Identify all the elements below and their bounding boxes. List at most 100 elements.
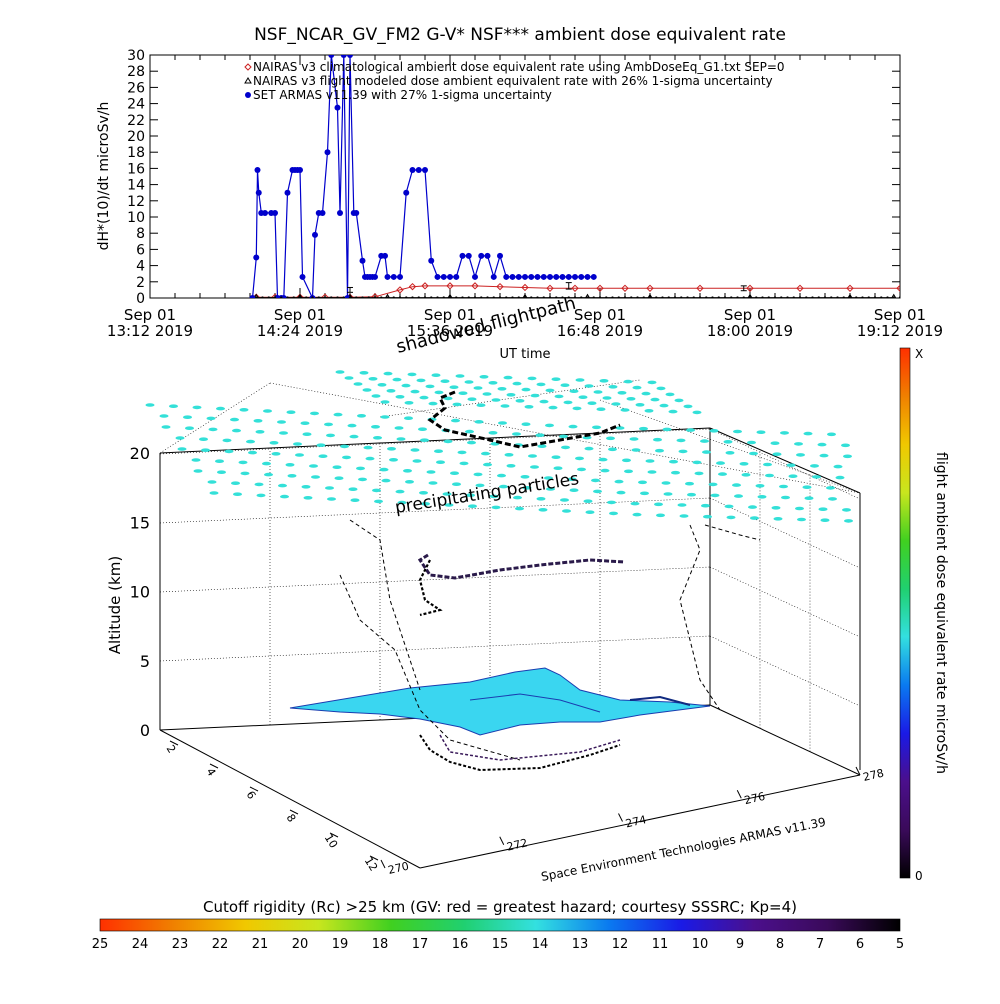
armas-point <box>340 55 347 58</box>
precip-dash <box>607 500 616 505</box>
precip-dash <box>578 395 588 400</box>
y-tick-label: 10 <box>127 210 145 226</box>
precip-dash <box>701 503 710 508</box>
precip-dash <box>407 372 417 377</box>
precip-dash <box>668 409 678 414</box>
flightpath-shadow-right <box>679 524 721 711</box>
precip-dash <box>332 465 342 470</box>
precip-dash <box>431 373 441 378</box>
latitude-tick <box>329 832 339 838</box>
precip-dash <box>617 391 627 395</box>
precip-dash <box>616 490 626 495</box>
nairas-clim-point <box>746 284 754 292</box>
flight-baseline-dot <box>317 296 320 298</box>
flight-baseline-dot <box>648 296 652 298</box>
precip-dash <box>300 421 310 426</box>
grid-roof-line <box>379 379 641 418</box>
armas-point <box>297 167 303 174</box>
precip-dash <box>380 400 390 404</box>
precip-dash <box>464 380 474 384</box>
precip-dash <box>208 427 218 432</box>
precip-dash <box>802 485 812 490</box>
precip-dash <box>230 417 239 422</box>
precip-dash <box>520 475 530 479</box>
precip-dash <box>278 483 287 488</box>
precip-dash <box>405 480 414 484</box>
precip-dash <box>303 496 313 500</box>
precip-dash <box>530 393 540 398</box>
precip-dash <box>694 471 704 476</box>
nairas-clim-point <box>421 282 429 290</box>
precip-dash <box>380 415 390 419</box>
precip-dash <box>593 390 603 394</box>
longitude-tick <box>736 790 742 799</box>
precip-dash <box>372 488 381 493</box>
precip-dash <box>491 505 501 510</box>
precip-dash <box>842 508 851 512</box>
nairas-clim-point <box>621 284 629 292</box>
grid-wall-line <box>709 566 861 638</box>
flight-baseline-dot <box>486 296 489 298</box>
precip-dash <box>817 442 827 447</box>
precip-dash <box>563 400 573 405</box>
precip-dash <box>521 387 531 392</box>
x-tick-label-time: 18:00 2019 <box>707 322 793 340</box>
precip-dash <box>263 409 272 413</box>
flight-baseline-dot <box>611 296 614 298</box>
dose-colorbar-top: X <box>915 347 923 361</box>
precip-dash <box>741 473 751 477</box>
precip-dash <box>780 431 789 435</box>
precip-dash <box>347 423 357 428</box>
x-tick-label-date: Sep 01 <box>574 306 626 324</box>
precip-dash <box>795 506 804 511</box>
precip-dash <box>674 398 684 403</box>
precip-dash <box>577 467 586 472</box>
precip-dash <box>467 440 476 445</box>
precip-dash <box>374 499 383 504</box>
flightpath-mid <box>417 553 626 580</box>
precip-dash <box>468 504 477 509</box>
precip-dash <box>732 483 741 487</box>
flight-baseline-dot <box>436 296 439 298</box>
latitude-tick <box>369 855 379 861</box>
precip-dash <box>506 464 516 468</box>
precip-dash <box>483 462 492 467</box>
precip-dash <box>215 459 224 464</box>
grid-wall-line <box>709 497 861 569</box>
flight-baseline-dot <box>617 296 620 298</box>
precip-dash <box>473 472 483 477</box>
precip-dash <box>551 377 561 382</box>
grid-wall-line <box>709 428 861 500</box>
legend-text: NAIRAS v3 climatological ambient dose eq… <box>253 60 785 74</box>
precip-dash <box>474 420 484 424</box>
precip-dash <box>159 414 169 418</box>
precip-dash <box>794 442 803 446</box>
flight-baseline-dot <box>892 296 895 298</box>
rigidity-tick-label: 19 <box>332 937 349 952</box>
legend-symbol-dot <box>245 92 251 98</box>
precip-dash <box>645 459 655 463</box>
nairas-clim-point <box>696 284 704 292</box>
flight-baseline-dot <box>255 296 258 298</box>
precip-dash <box>575 378 585 382</box>
precip-dash <box>841 443 850 448</box>
altitude-tick-label: 10 <box>130 583 150 602</box>
precip-dash <box>827 432 836 437</box>
precip-dash <box>747 440 756 445</box>
flight-baseline-dot <box>311 296 314 298</box>
latitude-tick <box>169 740 179 746</box>
precip-dash <box>262 461 271 466</box>
flight-baseline-dot <box>498 296 502 298</box>
precip-dash <box>344 376 354 380</box>
rigidity-tick-label: 14 <box>532 937 549 952</box>
precip-dash <box>325 486 334 490</box>
precip-dash <box>335 370 345 374</box>
precip-dash <box>253 419 263 423</box>
flight-baseline-dot <box>455 296 458 298</box>
precip-dash <box>381 478 391 483</box>
nairas-clim-point <box>546 284 554 292</box>
precip-dash <box>583 499 593 504</box>
flight-baseline-dot <box>530 296 533 298</box>
